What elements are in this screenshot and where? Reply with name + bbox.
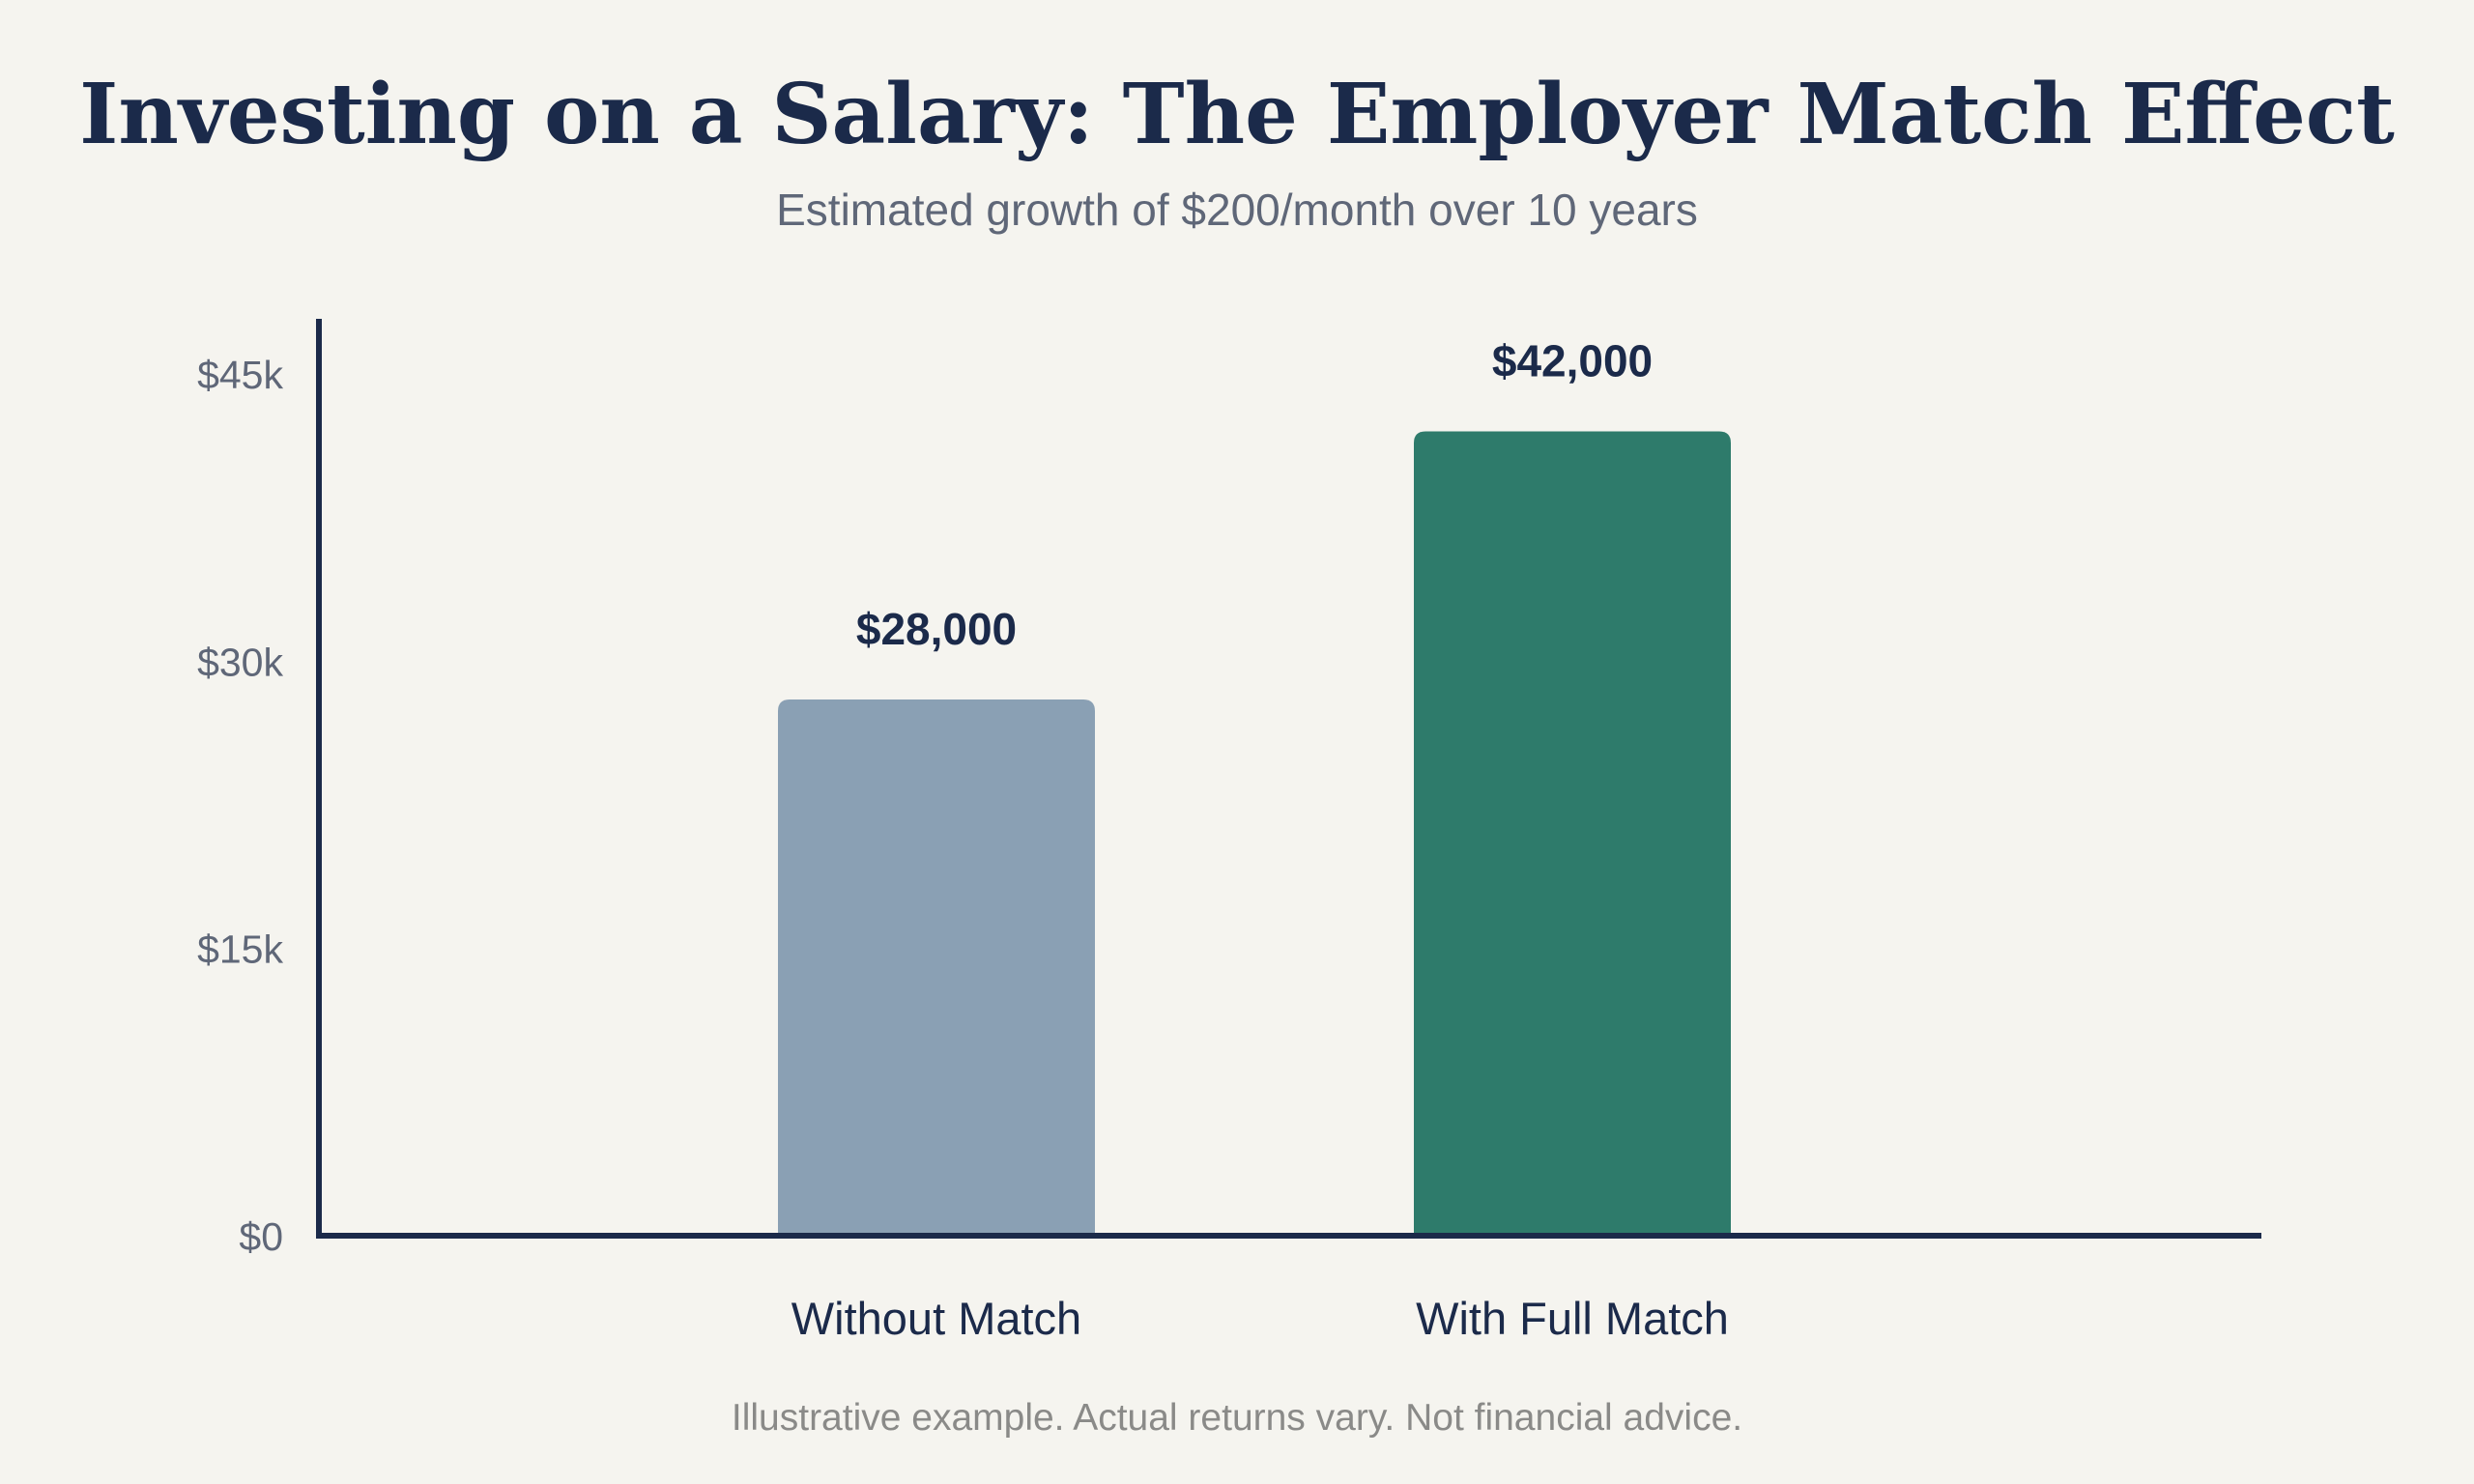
bar-value-label: $42,000 bbox=[1492, 335, 1653, 385]
bar-value-label: $28,000 bbox=[856, 604, 1017, 654]
chart-title: Investing on a Salary: The Employer Matc… bbox=[79, 66, 2395, 163]
y-axis-ticks: $0 $15k $30k $45k bbox=[197, 353, 283, 1259]
y-tick-label: $0 bbox=[239, 1214, 283, 1259]
y-tick-label: $45k bbox=[197, 353, 283, 397]
x-category-label: With Full Match bbox=[1416, 1293, 1729, 1344]
bar-without-match bbox=[778, 699, 1095, 1236]
x-category-label: Without Match bbox=[791, 1293, 1081, 1344]
footnote: Illustrative example. Actual returns var… bbox=[732, 1397, 1742, 1439]
y-tick-label: $30k bbox=[197, 640, 283, 684]
y-tick-label: $15k bbox=[197, 928, 283, 972]
chart-subtitle: Estimated growth of $200/month over 10 y… bbox=[776, 185, 1698, 235]
bar-with-full-match bbox=[1414, 431, 1731, 1236]
bars-group bbox=[778, 431, 1731, 1236]
x-axis-categories: Without Match With Full Match bbox=[791, 1293, 1729, 1344]
value-labels-group: $28,000 $42,000 bbox=[856, 335, 1653, 654]
